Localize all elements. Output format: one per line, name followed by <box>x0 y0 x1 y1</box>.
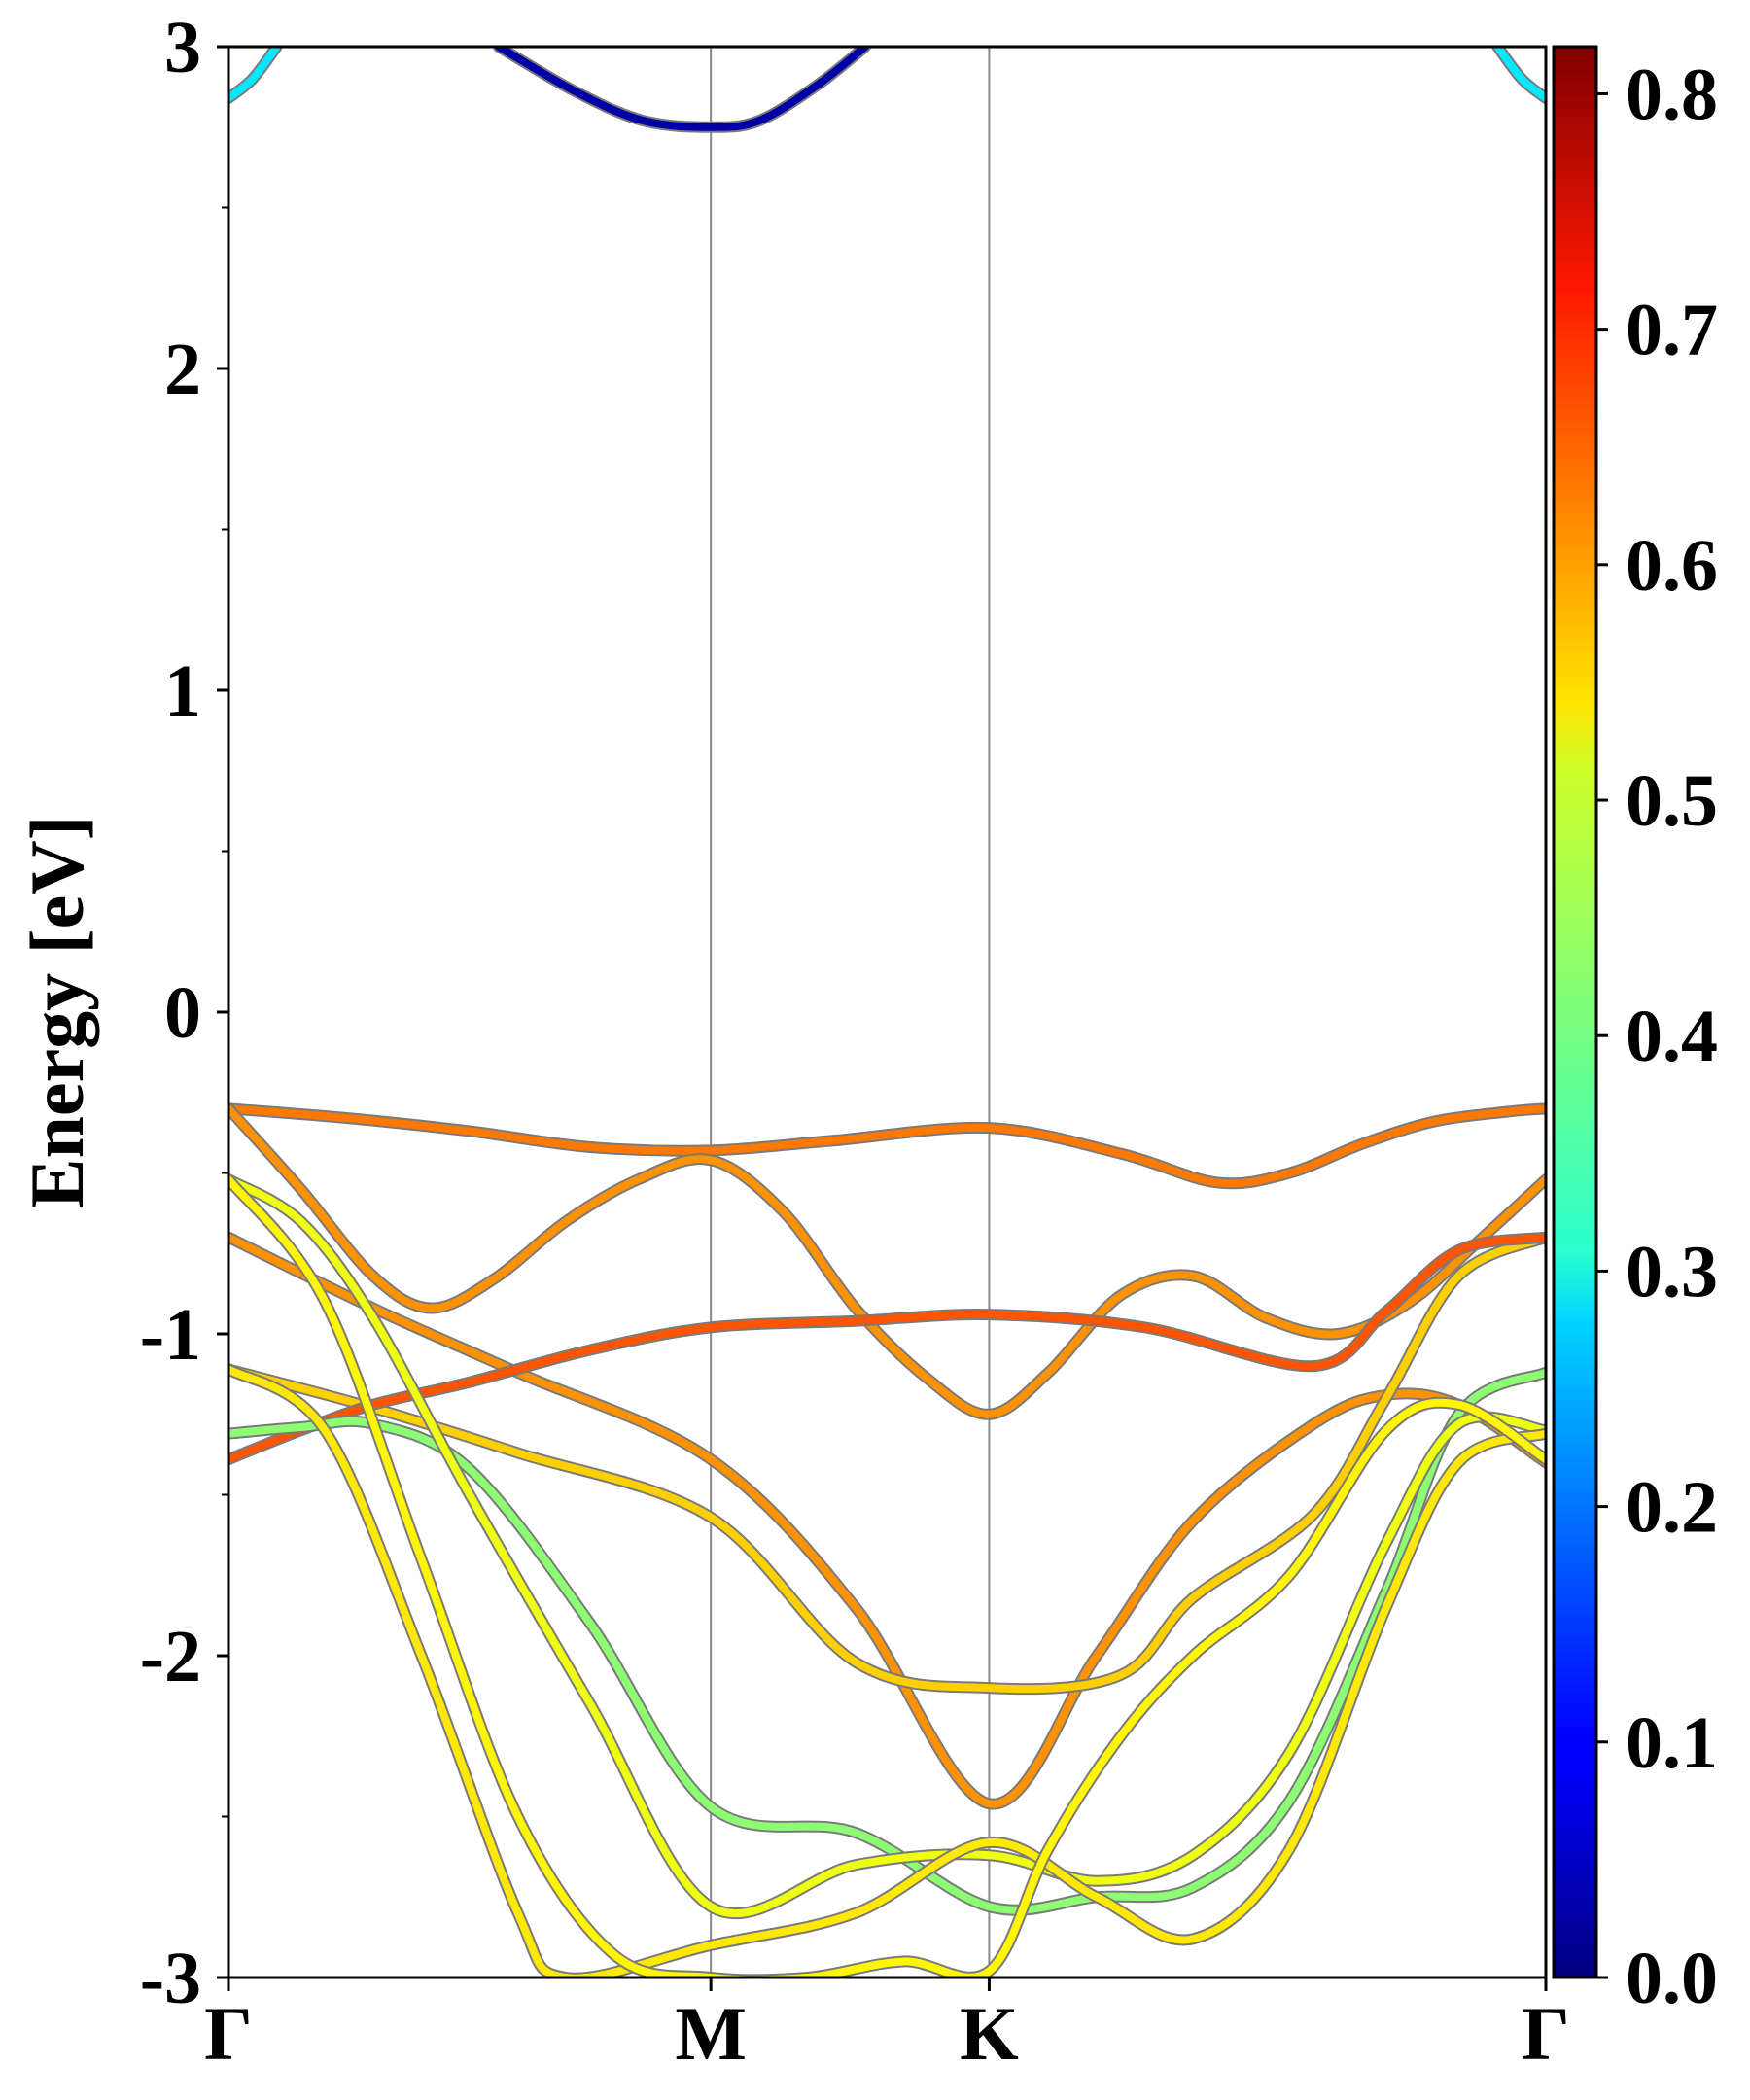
y-tick-label: -2 <box>140 1616 201 1698</box>
band-6 <box>228 1233 1546 1694</box>
bands <box>228 47 1546 1978</box>
colorbar <box>1552 45 1598 1979</box>
band-1 <box>1493 47 1546 102</box>
band-10 <box>228 1365 1546 1978</box>
y-tick-label: -3 <box>140 1938 201 2019</box>
high-symmetry-lines <box>710 47 991 1978</box>
band-11 <box>228 1175 1546 1978</box>
y-tick-label: 3 <box>164 7 201 88</box>
y-tick-label: -1 <box>140 1294 201 1376</box>
y-tick-label: 2 <box>164 329 201 410</box>
x-tick-label: Γ <box>1522 1991 1570 2076</box>
band-4 <box>228 1104 1546 1418</box>
y-tick-label: 0 <box>164 972 201 1054</box>
y-tick-label: 1 <box>164 650 201 732</box>
colorbar-tick-label: 0.8 <box>1626 53 1718 135</box>
band-0 <box>228 47 281 102</box>
colorbar-tick-label: 0.5 <box>1626 760 1718 842</box>
band-5 <box>228 1233 1546 1808</box>
band-3 <box>228 1104 1546 1188</box>
x-tick-label: K <box>960 1991 1019 2076</box>
colorbar-tick-label: 0.4 <box>1626 996 1718 1077</box>
band-2 <box>494 47 869 131</box>
band-7 <box>228 1233 1546 1464</box>
colorbar-tick-label: 0.2 <box>1626 1467 1718 1549</box>
y-axis-ticks: 3 2 1 0 -1 -2 -3 <box>140 7 228 2019</box>
x-tick-label: M <box>675 1991 747 2076</box>
colorbar-ticks: 0.8 0.7 0.6 0.5 0.4 0.3 0.2 0.1 0.0 <box>1596 53 1718 2019</box>
colorbar-tick-label: 0.3 <box>1626 1231 1718 1312</box>
colorbar-tick-label: 0.7 <box>1626 290 1718 371</box>
colorbar-tick-label: 0.1 <box>1626 1702 1718 1784</box>
x-tick-label: Γ <box>204 1991 253 2076</box>
colorbar-tick-label: 0.6 <box>1626 525 1718 607</box>
band-9 <box>228 1175 1546 1918</box>
colorbar-tick-label: 0.0 <box>1626 1938 1718 2019</box>
band-outline-9 <box>228 1173 1546 1920</box>
y-axis-label: Energy [eV] <box>15 815 99 1208</box>
